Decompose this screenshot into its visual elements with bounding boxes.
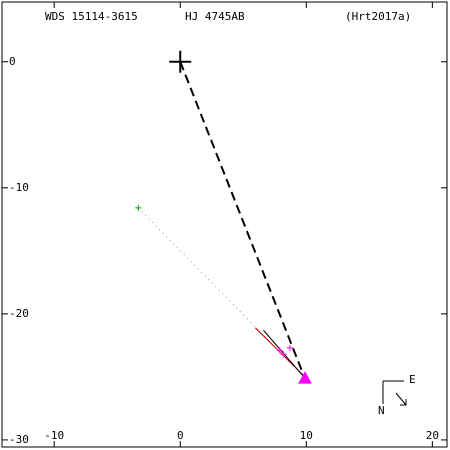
star-label: HJ 4745AB xyxy=(185,10,245,23)
compass-e: E xyxy=(409,373,416,386)
wds-label: WDS 15114-3615 xyxy=(45,10,138,23)
x-tick-label: 0 xyxy=(177,429,184,442)
compass-arrow xyxy=(395,392,407,406)
x-tick-label: 10 xyxy=(300,429,313,442)
y-tick-label: -20 xyxy=(9,307,29,320)
compass-arrow-head xyxy=(400,399,407,406)
y-tick-label: 0 xyxy=(9,55,16,68)
point-plus xyxy=(169,50,192,73)
compass-n: N xyxy=(378,404,385,417)
x-tick-label: 20 xyxy=(426,429,439,442)
point-plus xyxy=(135,204,142,211)
point-triangle xyxy=(298,371,312,384)
point-plus xyxy=(286,344,293,351)
reference-label: (Hrt2017a) xyxy=(345,10,411,23)
point-plus xyxy=(280,351,287,358)
y-tick-label: -10 xyxy=(9,181,29,194)
compass: E N xyxy=(378,373,416,417)
line-dashed xyxy=(179,61,306,378)
x-tick-label: -10 xyxy=(44,429,64,442)
point-plus xyxy=(276,347,283,354)
y-tick-label: -30 xyxy=(9,433,29,446)
